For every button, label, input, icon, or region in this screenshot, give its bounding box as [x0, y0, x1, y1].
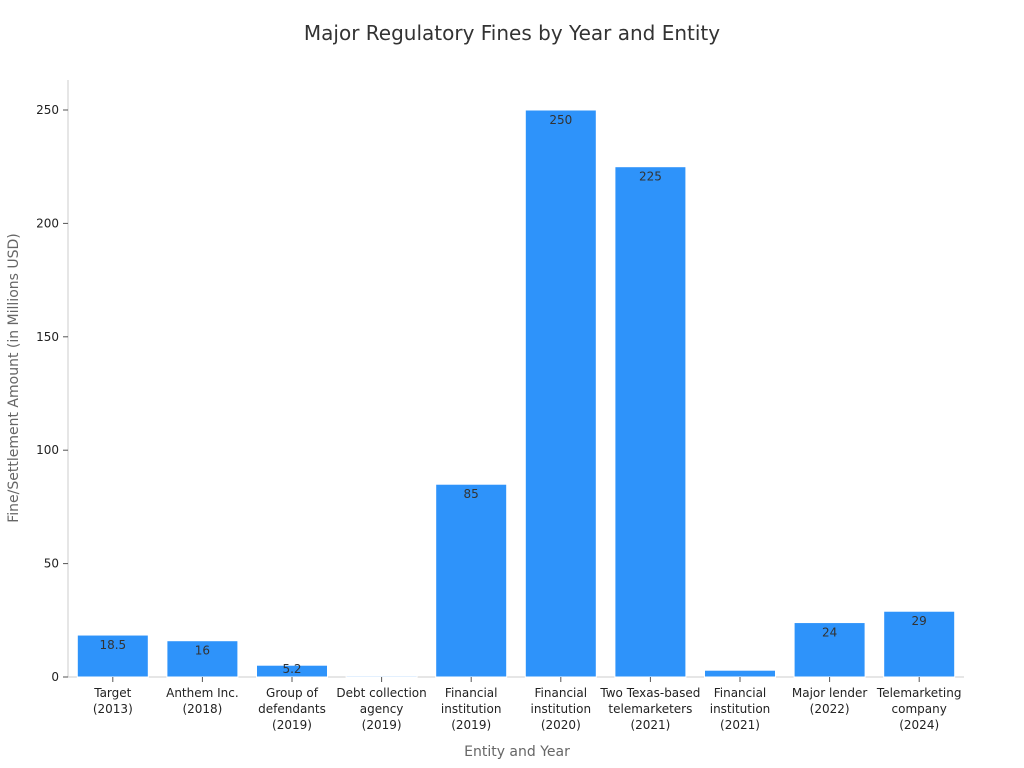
- x-tick-label: Major lender (2022): [792, 686, 867, 716]
- bar: [614, 166, 687, 678]
- y-tick-label: 250: [36, 103, 59, 117]
- x-tick-label-line: (2019): [362, 718, 402, 732]
- bar-value-label: 5.2: [282, 662, 301, 676]
- plot-area: 0 50 100 150 200 250 18.5 Target (2013) 16 Anthem …: [36, 80, 964, 732]
- x-tick-label-line: Two Texas-based: [599, 686, 700, 700]
- x-tick-label-line: institution: [441, 702, 502, 716]
- bar: [704, 669, 776, 678]
- bar: [435, 483, 508, 678]
- x-tick-label-line: Debt collection: [336, 686, 426, 700]
- x-tick-label-line: (2019): [451, 718, 491, 732]
- x-tick-label: Debt collection agency (2019): [336, 686, 426, 732]
- x-tick-label-line: telemarketers: [608, 702, 692, 716]
- x-tick-label-line: agency: [360, 702, 404, 716]
- x-tick-label-line: (2021): [630, 718, 670, 732]
- x-axis-title: Entity and Year: [464, 744, 570, 760]
- bar: [524, 109, 597, 678]
- x-tick-label-line: institution: [531, 702, 592, 716]
- x-tick-label-line: (2020): [541, 718, 581, 732]
- x-tick-label: Financial institution (2019): [441, 686, 502, 732]
- x-tick-label: Two Texas-based telemarketers (2021): [599, 686, 700, 732]
- y-tick-label: 100: [36, 443, 59, 457]
- y-tick-label: 50: [44, 557, 59, 571]
- bar: [883, 610, 956, 678]
- x-tick-label-line: (2024): [899, 718, 939, 732]
- x-tick-label-line: defendants: [258, 702, 326, 716]
- bar: [76, 634, 149, 678]
- y-tick-label: 150: [36, 330, 59, 344]
- x-tick-label-line: Target: [93, 686, 131, 700]
- chart-title: Major Regulatory Fines by Year and Entit…: [304, 21, 720, 45]
- x-tick-label-line: (2013): [93, 702, 133, 716]
- x-tick-label: Target (2013): [93, 686, 133, 716]
- x-tick-label-line: Financial: [714, 686, 767, 700]
- x-tick-label-line: Telemarketing: [876, 686, 962, 700]
- bar-value-label: 29: [912, 614, 927, 628]
- x-tick-label-line: Group of: [266, 686, 319, 700]
- bar-value-label: 85: [464, 487, 479, 501]
- bar-value-label: 250: [549, 113, 572, 127]
- x-tick-label-line: Major lender: [792, 686, 867, 700]
- x-tick-label-line: (2021): [720, 718, 760, 732]
- x-tick-label: Telemarketing company (2024): [876, 686, 962, 732]
- x-tick-label-line: company: [892, 702, 947, 716]
- x-tick-label: Financial institution (2021): [710, 686, 771, 732]
- x-tick-label-line: institution: [710, 702, 771, 716]
- x-tick-label: Anthem Inc. (2018): [166, 686, 239, 716]
- x-tick-label-line: Financial: [535, 686, 588, 700]
- x-tick-label-line: (2022): [810, 702, 850, 716]
- y-tick-label: 200: [36, 216, 59, 230]
- x-tick-label-line: Financial: [445, 686, 498, 700]
- y-tick-label: 0: [51, 670, 59, 684]
- bar: [345, 675, 418, 678]
- bar-value-label: 18.5: [99, 638, 126, 652]
- bar-value-label: 16: [195, 644, 210, 658]
- x-tick-label-line: (2018): [182, 702, 222, 716]
- x-tick-label-line: (2019): [272, 718, 312, 732]
- bar-value-label: 225: [639, 170, 662, 184]
- x-tick-label: Financial institution (2020): [531, 686, 592, 732]
- x-tick-label-line: Anthem Inc.: [166, 686, 239, 700]
- x-tick-label: Group of defendants (2019): [258, 686, 326, 732]
- y-axis-title: Fine/Settlement Amount (in Millions USD): [6, 233, 22, 523]
- bar-value-label: 24: [822, 626, 837, 640]
